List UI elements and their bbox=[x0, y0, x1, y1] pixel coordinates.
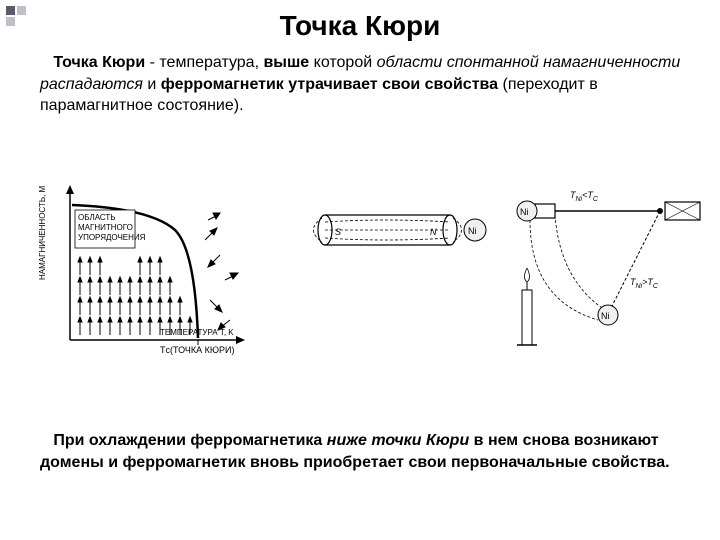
arrows-random bbox=[205, 213, 238, 330]
magnet-diagram: S N Ni bbox=[310, 200, 490, 270]
experiment-diagram: Ni TNi<TC Ni TNi>TC bbox=[500, 180, 710, 370]
svg-text:Ni: Ni bbox=[468, 226, 477, 236]
svg-text:Ni: Ni bbox=[520, 207, 529, 217]
p1-lead: Точка Кюри bbox=[53, 54, 145, 71]
svg-text:Ni: Ni bbox=[601, 311, 610, 321]
curie-chart: ОБЛАСТЬМАГНИТНОГОУПОРЯДОЧЕНИЯ НАМАГНИЧЕН… bbox=[30, 180, 260, 370]
arrows-up bbox=[78, 257, 192, 335]
diagrams-row: ОБЛАСТЬМАГНИТНОГОУПОРЯДОЧЕНИЯ НАМАГНИЧЕН… bbox=[0, 180, 720, 380]
svg-text:S: S bbox=[335, 227, 341, 237]
svg-text:ТЕМПЕРАТУРА T, K: ТЕМПЕРАТУРА T, K bbox=[160, 328, 234, 337]
svg-text:Tс(ТОЧКА КЮРИ): Tс(ТОЧКА КЮРИ) bbox=[160, 345, 234, 355]
svg-text:TNi<TC: TNi<TC bbox=[570, 190, 599, 203]
svg-text:ОБЛАСТЬМАГНИТНОГОУПОРЯДОЧЕНИЯ: ОБЛАСТЬМАГНИТНОГОУПОРЯДОЧЕНИЯ bbox=[78, 213, 146, 242]
candle-icon bbox=[517, 268, 537, 345]
svg-text:TNi>TC: TNi>TC bbox=[630, 277, 659, 290]
paragraph-2: При охлаждении ферромагнетика ниже точки… bbox=[0, 420, 720, 473]
svg-text:N: N bbox=[430, 227, 437, 237]
paragraph-1: Точка Кюри - температура, выше которой о… bbox=[0, 42, 720, 117]
svg-text:НАМАГНИЧЕННОСТЬ, M: НАМАГНИЧЕННОСТЬ, M bbox=[38, 185, 47, 280]
slide-title: Точка Кюри bbox=[0, 0, 720, 42]
